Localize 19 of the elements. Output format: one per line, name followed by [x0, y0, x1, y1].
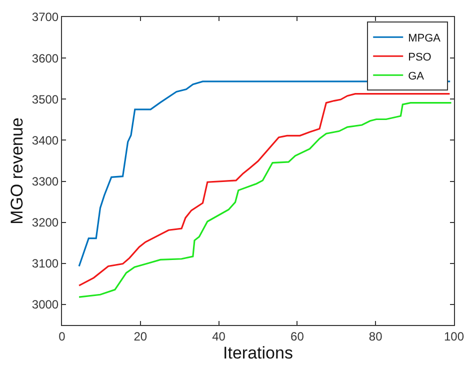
y-tick-label: 3100 — [32, 256, 59, 271]
y-axis-title: MGO revenue — [7, 118, 26, 224]
x-axis-title: Iterations — [223, 343, 293, 362]
x-tick-label: 60 — [290, 329, 304, 344]
y-tick-label: 3300 — [32, 174, 59, 188]
legend-label: MPGA — [408, 32, 442, 44]
y-tick-label: 3700 — [32, 10, 59, 24]
x-tick-label: 100 — [444, 329, 464, 344]
x-tick-label: 0 — [58, 329, 66, 344]
x-tick-label: 40 — [212, 329, 226, 344]
y-tick-label: 3500 — [32, 92, 59, 106]
y-tick-label: 3600 — [32, 51, 59, 66]
x-tick-label: 20 — [134, 329, 148, 344]
y-tick-label: 3200 — [32, 216, 59, 230]
legend-label: PSO — [408, 51, 432, 64]
legend-label: GA — [408, 70, 425, 82]
y-tick-label: 3000 — [32, 298, 59, 312]
x-tick-label: 80 — [368, 329, 383, 344]
y-tick-label: 3400 — [32, 133, 59, 148]
